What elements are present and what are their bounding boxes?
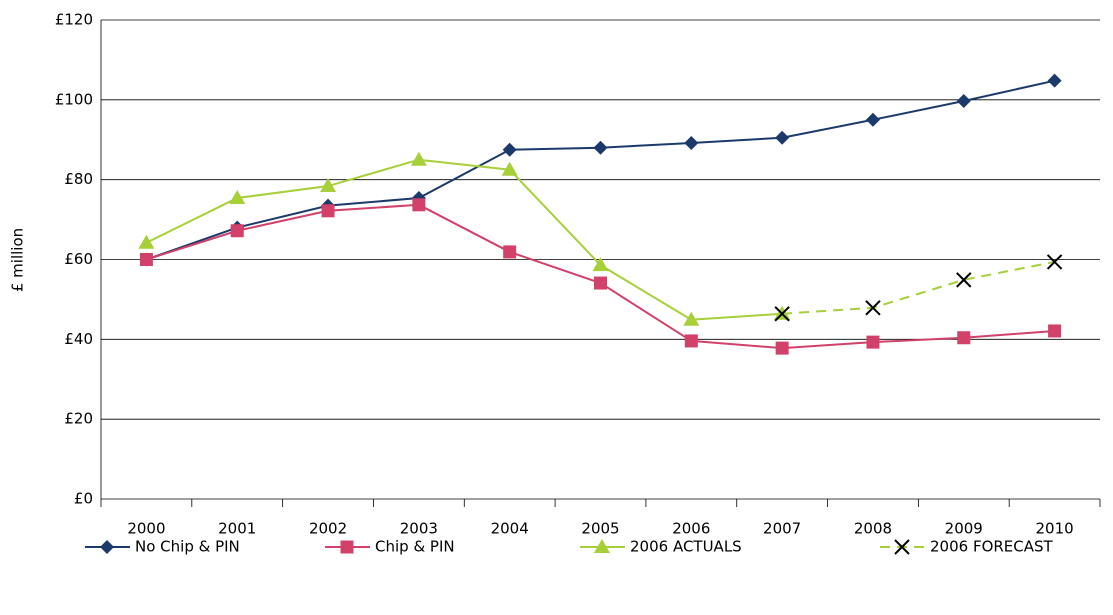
marker	[956, 94, 971, 109]
legend-marker	[100, 540, 114, 554]
y-tick-label: £60	[64, 250, 93, 268]
marker	[1046, 254, 1063, 270]
x-tick-label: 2005	[581, 520, 619, 538]
marker	[865, 300, 881, 316]
marker	[775, 341, 789, 355]
marker	[593, 140, 608, 155]
legend-label: Chip & PIN	[375, 538, 455, 556]
y-tick-label: £40	[64, 330, 93, 348]
marker	[774, 306, 790, 322]
x-tick-label: 2000	[127, 520, 165, 538]
marker	[956, 272, 972, 288]
series-line	[145, 158, 783, 321]
marker	[138, 234, 155, 249]
marker	[594, 276, 607, 290]
y-axis-label: £ million	[9, 228, 27, 292]
legend-marker	[894, 539, 910, 555]
y-tick-label: £20	[64, 410, 93, 428]
y-tick-label: £0	[74, 490, 93, 508]
marker	[592, 257, 609, 272]
marker	[229, 190, 246, 205]
marker	[320, 178, 337, 193]
legend-label: 2006 FORECAST	[930, 538, 1054, 556]
marker	[412, 198, 426, 212]
x-tick-label: 2001	[218, 520, 256, 538]
marker	[865, 112, 880, 127]
legend-marker	[340, 540, 354, 554]
legend-marker	[594, 539, 610, 553]
marker	[501, 161, 518, 176]
marker	[1048, 324, 1062, 338]
series-line	[146, 203, 1055, 350]
x-tick-label: 2003	[400, 520, 438, 538]
legend-label: 2006 ACTUALS	[630, 538, 742, 556]
marker	[230, 224, 244, 238]
series-line	[146, 79, 1055, 261]
y-tick-label: £100	[55, 90, 93, 108]
y-tick-label: £120	[55, 11, 93, 29]
marker	[866, 335, 880, 349]
marker	[139, 253, 153, 266]
marker	[775, 130, 790, 145]
x-tick-label: 2004	[491, 520, 529, 538]
y-tick-label: £80	[64, 170, 93, 188]
series-line	[782, 260, 1055, 315]
x-tick-label: 2002	[309, 520, 347, 538]
marker	[321, 204, 335, 218]
x-tick-label: 2007	[763, 520, 801, 538]
x-tick-label: 2009	[945, 520, 983, 538]
marker	[684, 135, 699, 150]
legend-label: No Chip & PIN	[135, 538, 240, 556]
x-tick-label: 2008	[854, 520, 892, 538]
marker	[502, 142, 517, 157]
marker	[410, 151, 427, 166]
marker	[503, 245, 517, 259]
marker	[1047, 73, 1062, 88]
marker	[683, 311, 700, 326]
x-tick-label: 2010	[1035, 520, 1073, 538]
marker	[684, 334, 698, 348]
marker	[957, 331, 971, 345]
x-tick-label: 2006	[672, 520, 710, 538]
